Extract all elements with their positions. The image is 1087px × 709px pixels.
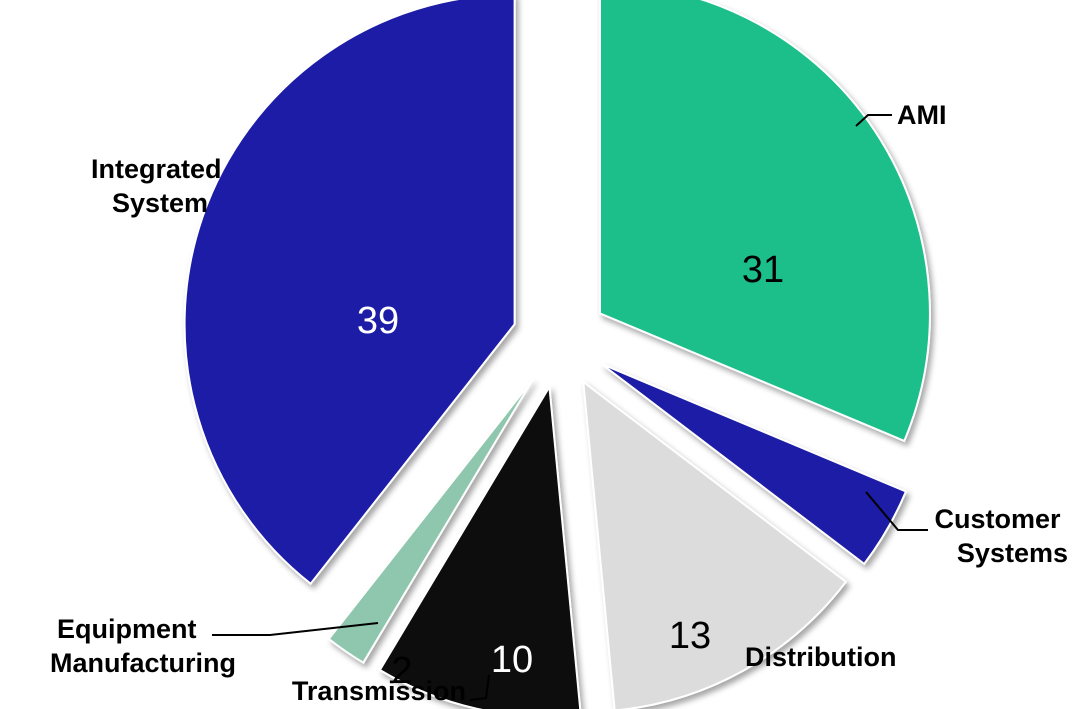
leader-line-transmission	[469, 674, 490, 701]
slice-label-integrated-system: Integrated System	[91, 154, 229, 218]
value-label-distribution: 13	[669, 615, 711, 657]
slice-label-distribution: Distribution	[745, 642, 896, 672]
value-label-integrated-system: 39	[357, 300, 399, 342]
slice-label-equipment-manufacturing: Equipment Manufacturing	[50, 614, 236, 678]
leader-line-ami	[855, 114, 892, 127]
value-label-equipment-manufacturing: 2	[391, 650, 412, 692]
value-label-transmission: 10	[491, 639, 533, 681]
pie-slice-integrated-system	[183, 0, 516, 586]
labels-layer: AMI Customer Systems Distribution Transm…	[50, 100, 1068, 706]
leader-line-equipment-manufacturing	[212, 622, 379, 636]
slice-label-transmission: Transmission	[292, 676, 466, 706]
slices-layer	[183, 0, 931, 709]
slice-label-ami: AMI	[897, 100, 947, 130]
pie-slice-ami	[599, 0, 931, 443]
value-label-ami: 31	[742, 249, 784, 291]
slice-label-customer-systems: Customer Systems	[934, 504, 1068, 568]
pie-slice-equipment-manufacturing	[327, 378, 534, 665]
pie-slice-distribution	[582, 379, 848, 709]
leader-lines-layer	[212, 114, 928, 701]
pie-slice-customer-systems	[600, 363, 908, 566]
leader-line-customer-systems	[865, 491, 928, 531]
